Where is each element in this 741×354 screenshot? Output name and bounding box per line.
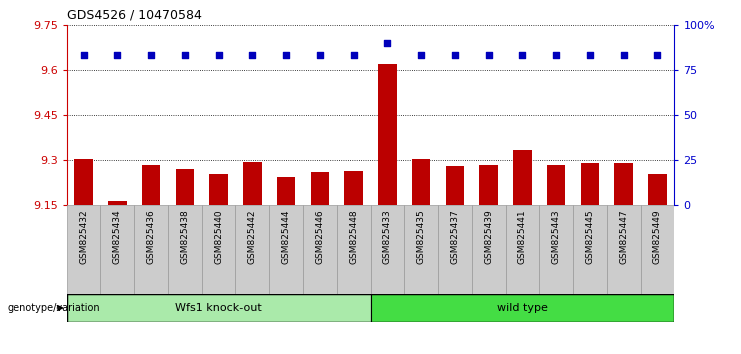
Point [78,53,90,58]
Bar [547,165,565,205]
Text: GSM825437: GSM825437 [451,210,459,264]
Bar [370,205,405,294]
Point [516,53,528,58]
Point [145,53,157,58]
Bar [445,166,464,205]
Point [348,53,359,58]
Point [584,53,596,58]
Bar [67,205,101,294]
Text: genotype/variation: genotype/variation [7,303,100,313]
Text: GSM825441: GSM825441 [518,210,527,264]
Point [280,53,292,58]
Point [482,53,494,58]
Point [179,53,190,58]
Bar [209,174,228,205]
Bar [607,205,640,294]
Text: GSM825446: GSM825446 [316,210,325,264]
Text: wild type: wild type [497,303,548,313]
Bar [479,165,498,205]
Bar [108,201,127,205]
Bar [405,205,438,294]
Bar [336,205,370,294]
Text: GSM825449: GSM825449 [653,210,662,264]
Point [247,53,259,58]
Bar [614,163,633,205]
Bar [472,205,505,294]
Point [551,53,562,58]
Bar [412,159,431,205]
Bar [648,174,667,205]
Bar [370,294,674,322]
Point [213,53,225,58]
Bar [438,205,472,294]
Text: GSM825447: GSM825447 [619,210,628,264]
Point [651,53,663,58]
Bar [134,205,168,294]
Point [382,40,393,46]
Text: GSM825436: GSM825436 [147,210,156,264]
Bar [378,64,396,205]
Point [111,53,123,58]
Bar [573,205,607,294]
Bar [236,205,269,294]
Text: GSM825434: GSM825434 [113,210,122,264]
Bar [243,162,262,205]
Text: GSM825435: GSM825435 [416,210,425,264]
Text: Wfs1 knock-out: Wfs1 knock-out [175,303,262,313]
Bar [505,205,539,294]
Bar [67,294,370,322]
Bar [269,205,303,294]
Bar [142,165,160,205]
Bar [581,163,599,205]
Bar [513,150,532,205]
Point [314,53,326,58]
Text: GDS4526 / 10470584: GDS4526 / 10470584 [67,8,202,21]
Bar [303,205,336,294]
Bar [101,205,134,294]
Text: GSM825448: GSM825448 [349,210,358,264]
Text: GSM825440: GSM825440 [214,210,223,264]
Bar [640,205,674,294]
Point [449,53,461,58]
Bar [74,159,93,205]
Bar [277,177,296,205]
Text: GSM825438: GSM825438 [180,210,190,264]
Text: GSM825444: GSM825444 [282,210,290,264]
Bar [202,205,236,294]
Text: GSM825443: GSM825443 [551,210,561,264]
Text: GSM825439: GSM825439 [484,210,494,264]
Bar [176,169,194,205]
Text: GSM825432: GSM825432 [79,210,88,264]
Bar [345,171,363,205]
Bar [539,205,573,294]
Point [415,53,427,58]
Bar [310,172,329,205]
Text: GSM825442: GSM825442 [247,210,257,264]
Text: GSM825445: GSM825445 [585,210,594,264]
Point [618,53,630,58]
Text: GSM825433: GSM825433 [383,210,392,264]
Bar [168,205,202,294]
